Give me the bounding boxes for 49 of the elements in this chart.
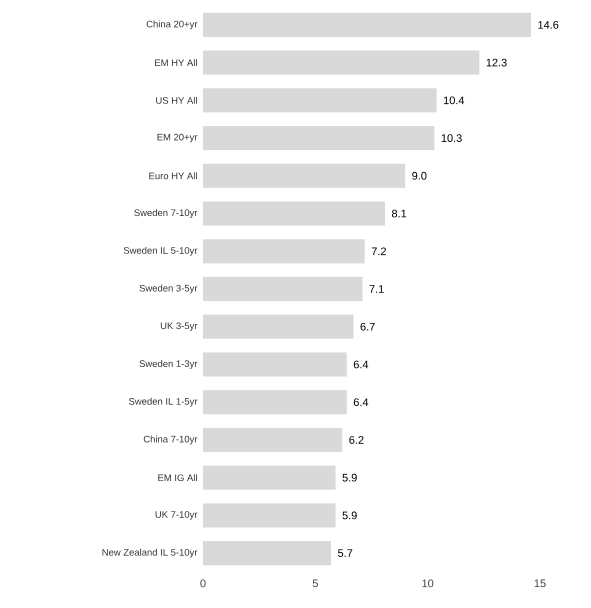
y-tick-label: China 20+yr bbox=[146, 20, 198, 30]
data-label: 10.4 bbox=[444, 96, 464, 104]
y-tick-label: Sweden 1-3yr bbox=[140, 360, 198, 369]
data-label: 5.9 bbox=[342, 512, 357, 520]
data-label: 5.9 bbox=[342, 474, 357, 482]
y-tick-label: EM 20+yr bbox=[158, 134, 198, 142]
y-tick-label: Sweden 7-10yr bbox=[134, 209, 198, 218]
y-tick-label: New Zealand IL 5-10yr bbox=[102, 548, 198, 558]
y-tick-label: Sweden 3-5yr bbox=[140, 284, 198, 294]
data-label: 7.1 bbox=[370, 285, 384, 293]
data-label: 10.3 bbox=[442, 134, 462, 142]
bar bbox=[203, 390, 347, 414]
data-label: 6.2 bbox=[349, 436, 364, 444]
bar bbox=[203, 466, 336, 490]
y-tick-label: China 7-10yr bbox=[144, 436, 198, 444]
x-tick-label: 15 bbox=[534, 580, 546, 588]
data-label: 5.7 bbox=[338, 549, 352, 557]
bar bbox=[203, 164, 406, 188]
y-tick-label: Euro HY All bbox=[149, 172, 197, 180]
y-tick-label: US HY All bbox=[156, 96, 197, 104]
data-label: 9.0 bbox=[412, 172, 427, 180]
data-label: 12.3 bbox=[486, 58, 507, 66]
data-label: 8.1 bbox=[392, 210, 406, 218]
data-label: 6.4 bbox=[354, 398, 368, 406]
y-tick-label: Sweden IL 1-5yr bbox=[129, 398, 198, 407]
y-tick-label: EM HY All bbox=[155, 59, 197, 66]
bar bbox=[203, 314, 354, 339]
x-tick-label: 10 bbox=[422, 580, 434, 588]
bar bbox=[203, 12, 532, 37]
data-label: 14.6 bbox=[538, 20, 558, 29]
bar bbox=[203, 88, 437, 112]
y-tick-label: UK 3-5yr bbox=[160, 322, 198, 332]
bar bbox=[203, 276, 363, 302]
bar bbox=[203, 352, 347, 377]
x-tick-label: 0 bbox=[200, 580, 206, 588]
bar bbox=[203, 50, 480, 75]
bar bbox=[203, 541, 332, 566]
y-tick-label: Sweden IL 5-10yr bbox=[124, 246, 198, 256]
bar bbox=[203, 126, 434, 150]
data-label: 6.4 bbox=[354, 360, 368, 368]
x-tick-label: 5 bbox=[312, 580, 318, 588]
bar bbox=[203, 201, 385, 226]
bar bbox=[203, 239, 365, 264]
bar bbox=[203, 428, 342, 452]
data-label: 7.2 bbox=[372, 247, 386, 256]
y-tick-label: EM IG All bbox=[158, 474, 197, 482]
bar bbox=[203, 503, 336, 528]
data-label: 6.7 bbox=[360, 322, 375, 331]
y-tick-label: UK 7-10yr bbox=[156, 511, 198, 520]
